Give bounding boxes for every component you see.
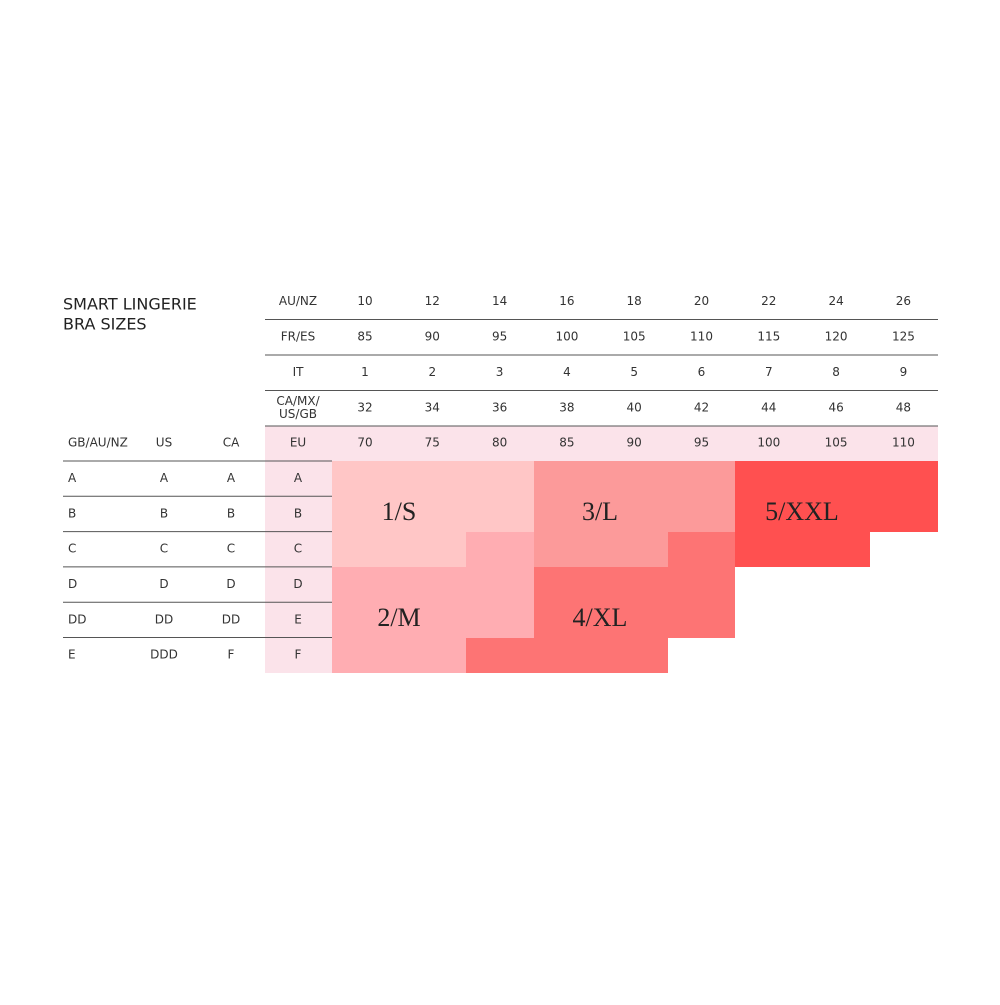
cell: D (226, 577, 235, 591)
cell: 85 (357, 330, 372, 344)
title-line: BRA SIZES (63, 315, 147, 334)
cell: 120 (825, 330, 848, 344)
row-label: AU/NZ (279, 294, 317, 308)
row-label: US/GB (279, 407, 317, 421)
cell: 110 (892, 436, 915, 450)
row-label: EU (290, 436, 306, 450)
cell: B (68, 506, 76, 520)
size-block-s (332, 461, 534, 567)
cell: 95 (694, 436, 709, 450)
cell: D (68, 577, 77, 591)
cell: 3 (496, 365, 504, 379)
cell: 32 (357, 401, 372, 415)
cell: 46 (828, 401, 843, 415)
cell: B (227, 506, 235, 520)
cell: 80 (492, 436, 507, 450)
cell: 16 (559, 294, 574, 308)
eu-row-bg (265, 426, 938, 461)
cell: 8 (832, 365, 840, 379)
cell: 90 (627, 436, 642, 450)
cell: A (160, 471, 169, 485)
cell: 100 (757, 436, 780, 450)
cell: A (227, 471, 236, 485)
cell: 48 (896, 401, 911, 415)
size-label: 3/L (582, 497, 618, 526)
cell: D (159, 577, 168, 591)
cell: 105 (623, 330, 646, 344)
column-header: CA (223, 436, 240, 450)
cell: 44 (761, 401, 776, 415)
cell: 1 (361, 365, 369, 379)
row-label: IT (293, 365, 305, 379)
cell: 22 (761, 294, 776, 308)
cell: 38 (559, 401, 574, 415)
cell: 110 (690, 330, 713, 344)
cell: 24 (828, 294, 843, 308)
cell: 10 (357, 294, 372, 308)
cell: 7 (765, 365, 773, 379)
column-header: US (156, 436, 172, 450)
cell: A (294, 471, 303, 485)
cell: 125 (892, 330, 915, 344)
cell: C (227, 542, 235, 556)
cell: 9 (900, 365, 908, 379)
cell: 95 (492, 330, 507, 344)
cell: 36 (492, 401, 507, 415)
cell: A (68, 471, 77, 485)
size-label: 5/XXL (765, 497, 839, 526)
cell: 90 (425, 330, 440, 344)
cell: C (294, 542, 302, 556)
cell: 4 (563, 365, 571, 379)
cell: 34 (425, 401, 440, 415)
cell: D (293, 577, 302, 591)
column-header: GB/AU/NZ (68, 436, 128, 450)
cell: 6 (698, 365, 706, 379)
cell: B (160, 506, 168, 520)
cell: 14 (492, 294, 507, 308)
cell: 70 (357, 436, 372, 450)
size-block-l (534, 461, 735, 567)
cell: DD (155, 612, 173, 626)
cell: 26 (896, 294, 911, 308)
cell: F (228, 648, 235, 662)
cell: B (294, 506, 302, 520)
cell: 20 (694, 294, 709, 308)
cell: DD (68, 612, 86, 626)
cell: DD (222, 612, 240, 626)
title-line: SMART LINGERIE (63, 295, 197, 314)
size-label: 2/M (377, 603, 420, 632)
cell: 115 (757, 330, 780, 344)
cell: 75 (425, 436, 440, 450)
cell: DDD (150, 648, 178, 662)
row-label: FR/ES (281, 330, 315, 344)
size-block-xl (466, 532, 735, 673)
cell: E (294, 612, 302, 626)
cell: 40 (627, 401, 642, 415)
row-label: CA/MX/ (276, 394, 320, 408)
cell: 105 (825, 436, 848, 450)
size-label: 4/XL (573, 603, 628, 632)
cell: 5 (630, 365, 638, 379)
size-block-m (332, 532, 534, 673)
cell: C (160, 542, 168, 556)
cell: C (68, 542, 76, 556)
size-block-xxl (735, 461, 938, 567)
size-label: 1/S (382, 497, 417, 526)
cell: 2 (428, 365, 436, 379)
cell: 100 (555, 330, 578, 344)
cell: 42 (694, 401, 709, 415)
cell: 18 (627, 294, 642, 308)
cell: 12 (425, 294, 440, 308)
cell: E (68, 648, 76, 662)
cell: 85 (559, 436, 574, 450)
cell: F (295, 648, 302, 662)
